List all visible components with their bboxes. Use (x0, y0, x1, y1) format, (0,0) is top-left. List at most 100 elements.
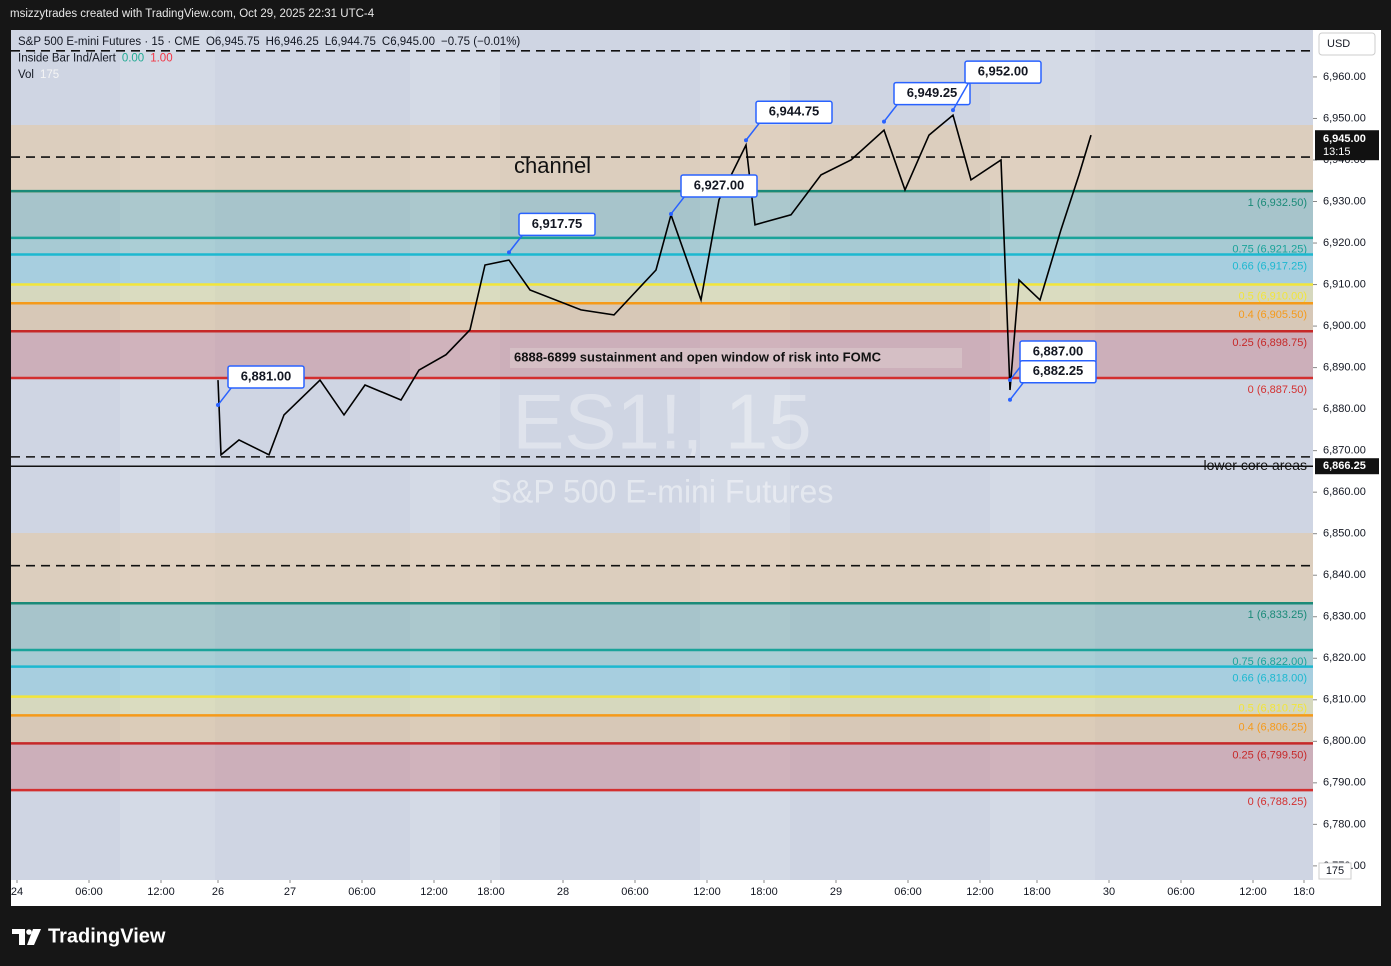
fib-label: 1 (6,833.25) (1248, 609, 1307, 621)
callout-label: 6,949.25 (907, 85, 958, 100)
legend-line: S&P 500 E-mini Futures · 15 · CME O6,945.… (18, 36, 520, 48)
y-tick-label: 6,880.00 (1323, 403, 1366, 415)
x-tick-label: 06:00 (1167, 886, 1195, 898)
x-tick-label: 27 (284, 886, 296, 898)
fib-zone (11, 284, 1313, 304)
callout-pointer (745, 121, 761, 141)
fib-zone (11, 649, 1313, 667)
fib-zone (11, 666, 1313, 697)
legend-item: S&P 500 E-mini Futures · 15 · CME (18, 36, 200, 48)
price-marker-label: 6,866.25 (1323, 460, 1366, 472)
fib-label: 0.4 (6,905.50) (1239, 309, 1308, 321)
callout-pointer (217, 386, 233, 406)
footer-brand: TradingView (48, 925, 166, 947)
callout-box (893, 81, 971, 106)
legend-item: L6,944.75 (325, 36, 376, 48)
y-tick-label: 6,830.00 (1323, 611, 1366, 623)
callout-label: 6,881.00 (241, 368, 292, 383)
x-tick-label: 06:00 (75, 886, 103, 898)
y-tick-label: 6,870.00 (1323, 445, 1366, 457)
callout-pointer (1009, 381, 1025, 401)
y-tick-label: 6,850.00 (1323, 528, 1366, 540)
callout-box (964, 60, 1042, 84)
y-tick-label: 6,890.00 (1323, 362, 1366, 374)
logo-mark (27, 929, 41, 945)
y-tick-label: 6,800.00 (1323, 735, 1366, 747)
plot: 6,770.006,780.006,790.006,800.006,810.00… (11, 30, 1379, 898)
last-price-label: 6,945.00 (1323, 133, 1366, 145)
logo-mark (12, 929, 25, 945)
fib-label: 0.4 (6,806.25) (1239, 721, 1308, 733)
x-tick-label: 18:0 (1293, 886, 1314, 898)
x-tick-label: 18:00 (1023, 886, 1051, 898)
legend-line: Inside Bar Ind/Alert 0.00 1.00 (18, 53, 173, 65)
fib-zone (11, 191, 1313, 238)
y-tick-label: 6,790.00 (1323, 777, 1366, 789)
header: msizzytrades created with TradingView.co… (10, 8, 375, 20)
legend-item: C6,945.00 (382, 36, 435, 48)
fib-label: 0.75 (6,822.00) (1232, 656, 1307, 668)
fib-label: 0 (6,788.25) (1248, 796, 1307, 808)
legend-item: H6,946.25 (266, 36, 319, 48)
callout-label: 6,927.00 (694, 177, 745, 192)
time-axis (11, 880, 1381, 906)
callout-box (227, 365, 305, 389)
currency-button (1318, 32, 1376, 56)
y-tick-label: 6,820.00 (1323, 652, 1366, 664)
note: 6888-6899 sustainment and open window of… (514, 349, 882, 364)
fib-label: 0.5 (6,810.75) (1239, 703, 1308, 715)
fib-label: 0.66 (6,818.00) (1232, 672, 1307, 684)
fib-zone (11, 696, 1313, 716)
callout-label: 6,882.25 (1033, 363, 1084, 378)
volume-label: 175 (1326, 865, 1344, 877)
price-line (217, 113, 1092, 457)
watermark-sub: S&P 500 E-mini Futures (491, 473, 834, 509)
fib-label: 1 (6,932.50) (1248, 197, 1307, 209)
countdown: 13:15 (1323, 146, 1351, 158)
callout-box (755, 100, 833, 125)
legend-item: 0.00 (122, 53, 144, 65)
x-tick-label: 06:00 (894, 886, 922, 898)
y-tick-label: 6,860.00 (1323, 486, 1366, 498)
fib-zone (11, 603, 1313, 650)
callout-anchor (507, 250, 511, 255)
y-tick-label: 6,840.00 (1323, 569, 1366, 581)
fib-zone (11, 254, 1313, 285)
y-tick-label: 6,950.00 (1323, 112, 1366, 124)
callout-pointer (508, 233, 524, 253)
x-tick-label: 18:00 (477, 886, 505, 898)
price-axis (1313, 30, 1381, 880)
fib-zone (11, 715, 1313, 744)
callout-box (518, 212, 596, 237)
callout-pointer (952, 81, 970, 111)
legend-item: 1.00 (150, 53, 172, 65)
legend-line: Vol 175 (18, 69, 59, 81)
y-tick-label: 6,780.00 (1323, 818, 1366, 830)
channel-zone (11, 533, 1313, 603)
y-tick-label: 6,920.00 (1323, 237, 1366, 249)
channel-zone (11, 125, 1313, 193)
callout-label: 6,887.00 (1033, 343, 1084, 358)
logo-mark (26, 929, 32, 935)
callout-anchor (1008, 378, 1012, 383)
price-marker-text: lower core areas (1204, 457, 1308, 473)
x-tick-label: 06:00 (348, 886, 376, 898)
callout-anchor (744, 138, 748, 143)
callout-box (1019, 360, 1097, 384)
legend-item: Vol (18, 69, 34, 81)
callout-anchor (951, 108, 955, 113)
x-tick-label: 18:00 (750, 886, 778, 898)
callout-anchor (216, 402, 220, 407)
callout-pointer (670, 195, 686, 215)
y-tick-label: 6,900.00 (1323, 320, 1366, 332)
fib-zone (11, 743, 1313, 791)
fib-label: 0 (6,887.50) (1248, 384, 1307, 396)
watermark: ES1!, 15 (512, 378, 811, 466)
callout-anchor (882, 119, 886, 124)
fib-label: 0.5 (6,910.00) (1239, 290, 1308, 302)
x-tick-label: 30 (1103, 886, 1115, 898)
legend-item: −0.75 (−0.01%) (441, 36, 520, 48)
callout-label: 6,944.75 (769, 104, 820, 119)
legend-item: Inside Bar Ind/Alert (18, 53, 117, 65)
